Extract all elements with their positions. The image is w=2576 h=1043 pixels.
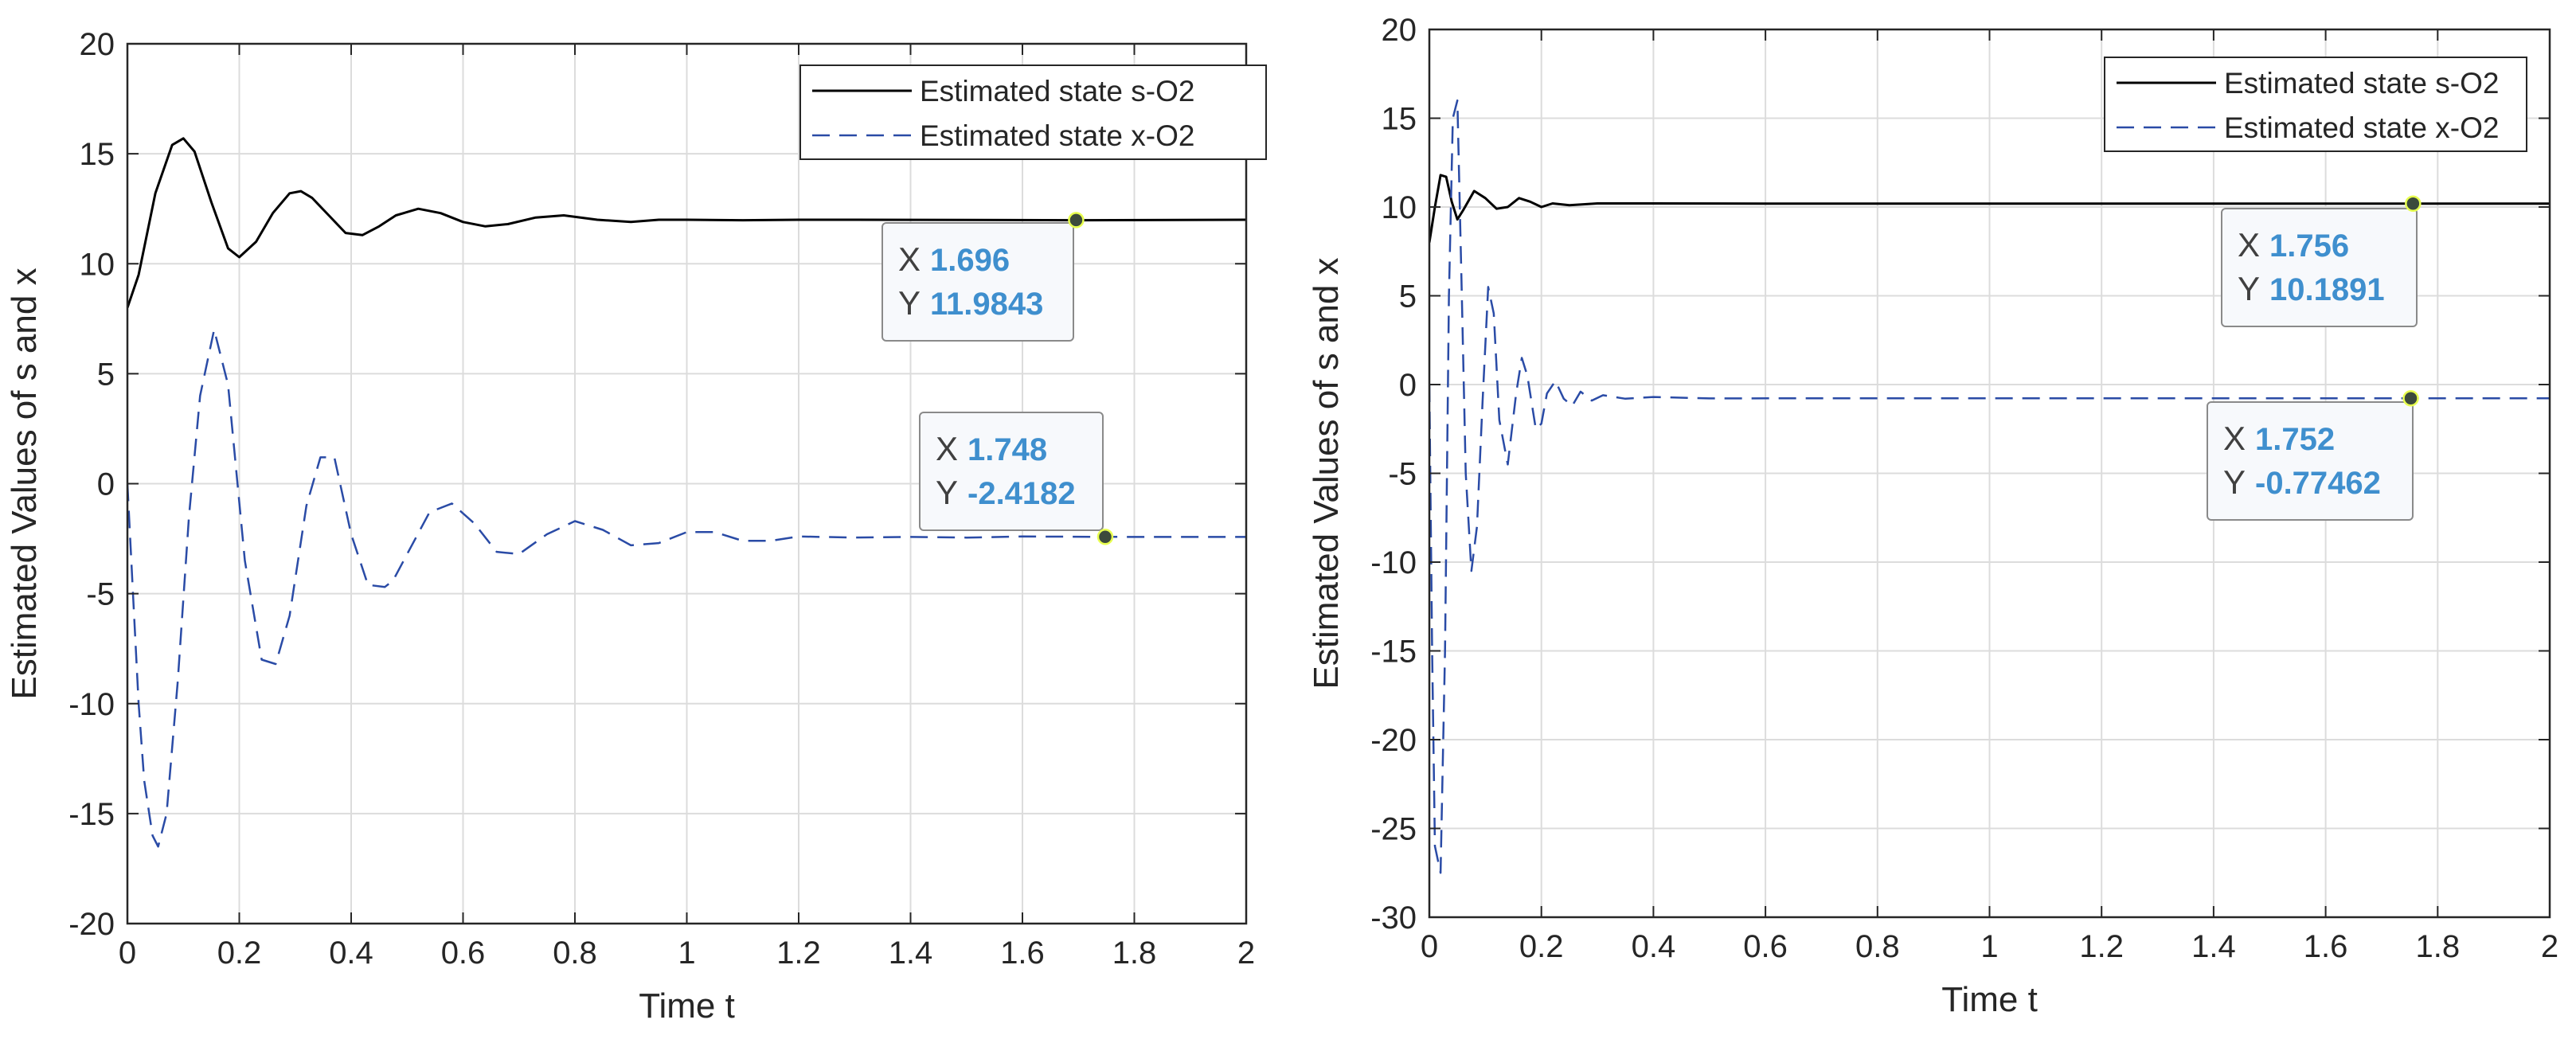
y-tick-label: 15	[80, 137, 115, 172]
datatip[interactable]: X 1.748 Y -2.4182	[919, 412, 1114, 545]
y-tick-label: -5	[1388, 457, 1417, 492]
datatip-y-key: Y	[936, 474, 958, 511]
datatip-marker[interactable]	[1096, 529, 1114, 545]
y-axis-label: Estimated Values of s and x	[5, 268, 44, 699]
datatip-x-key: X	[936, 430, 958, 467]
legend-label: Estimated state x-O2	[2224, 111, 2499, 144]
legend-label: Estimated state s-O2	[2224, 67, 2499, 100]
y-tick-label: 0	[1399, 368, 1417, 403]
datatip[interactable]: X 1.752 Y -0.77462	[2207, 390, 2419, 521]
datatip-box	[919, 412, 1104, 531]
x-tick-label: 0	[119, 936, 136, 971]
datatip-marker[interactable]	[2402, 390, 2419, 407]
legend-label: Estimated state x-O2	[920, 119, 1194, 152]
y-tick-label: -15	[1370, 635, 1417, 670]
x-tick-label: 1.2	[2079, 929, 2124, 964]
y-tick-label: -20	[1370, 723, 1417, 758]
datatip-x-value: 1.696	[930, 243, 1010, 278]
x-tick-label: 1.2	[776, 936, 821, 971]
y-tick-label: 20	[1382, 13, 1417, 48]
x-tick-label: 1	[678, 936, 695, 971]
y-tick-label: -25	[1370, 812, 1417, 847]
datatip-y-value: 11.9843	[930, 287, 1043, 322]
y-axis-label: Estimated Values of s and x	[1307, 257, 1346, 689]
datatip-x-value: 1.752	[2255, 422, 2335, 457]
datatip-box	[2207, 401, 2414, 521]
y-tick-label: -5	[86, 577, 115, 612]
y-tick-label: -10	[68, 687, 115, 722]
datatip-marker[interactable]	[2405, 195, 2422, 213]
datatip[interactable]: X 1.756 Y 10.1891	[2221, 195, 2422, 327]
x-tick-label: 1.4	[2191, 929, 2236, 964]
x-tick-label: 2	[1237, 936, 1255, 971]
y-tick-label: -10	[1370, 545, 1417, 580]
series-line-x-o2	[127, 328, 1246, 848]
datatip-x-key: X	[2223, 420, 2246, 457]
datatip-y-value: -0.77462	[2255, 466, 2381, 501]
y-tick-label: 5	[1399, 279, 1417, 314]
datatip-marker[interactable]	[1068, 212, 1085, 229]
datatip-x-value: 1.756	[2269, 229, 2349, 264]
y-tick-label: 5	[97, 357, 115, 392]
series-line-s-o2	[127, 137, 1246, 308]
x-tick-label: 0.6	[441, 936, 486, 971]
x-tick-label: 1	[1980, 929, 1998, 964]
y-tick-label: 10	[1382, 190, 1417, 225]
y-tick-label: 10	[80, 247, 115, 282]
legend-box	[799, 64, 1267, 160]
x-tick-label: 0.8	[553, 936, 597, 971]
datatip-box	[2221, 208, 2418, 327]
x-tick-label: 1.6	[2304, 929, 2348, 964]
datatip-x-key: X	[898, 240, 921, 278]
legend: Estimated state s-O2 Estimated state x-O2	[2104, 57, 2527, 152]
datatip-y-value: 10.1891	[2269, 272, 2385, 307]
x-tick-label: 2	[2541, 929, 2558, 964]
chart-2: 0 0.2 0.4 0.6 0.8 1 1.2 1.4 1.6 1.8 2 -30 -25 -20 -15 -…	[1307, 13, 2558, 1019]
x-tick-label: 0.4	[1632, 929, 1676, 964]
datatip-y-key: Y	[2238, 270, 2260, 307]
series-line-s-o2	[1429, 174, 2550, 243]
x-tick-label: 1.8	[1112, 936, 1157, 971]
legend-box	[2104, 57, 2527, 152]
legend-label: Estimated state s-O2	[920, 75, 1194, 107]
y-tick-label: -15	[68, 797, 115, 832]
x-tick-label: 1.6	[1000, 936, 1045, 971]
datatip-y-key: Y	[898, 284, 921, 322]
x-tick-label: 0.6	[1743, 929, 1788, 964]
datatip-x-key: X	[2238, 226, 2260, 264]
x-tick-label: 0	[1421, 929, 1438, 964]
x-tick-label: 1.8	[2415, 929, 2460, 964]
x-tick-label: 1.4	[889, 936, 933, 971]
y-tick-label: 20	[80, 27, 115, 62]
series-line-x-o2	[1429, 99, 2550, 874]
y-tick-label: 15	[1382, 102, 1417, 137]
datatip-x-value: 1.748	[967, 432, 1047, 467]
x-tick-label: 0.8	[1855, 929, 1900, 964]
chart-1: 0 0.2 0.4 0.6 0.8 1 1.2 1.4 1.6 1.8 2 -20 -15 -10 -5 0 5…	[5, 27, 1267, 1025]
datatip[interactable]: X 1.696 Y 11.9843	[881, 212, 1085, 342]
x-tick-label: 0.2	[1519, 929, 1564, 964]
x-tick-label: 0.4	[329, 936, 373, 971]
y-tick-label: 0	[97, 467, 115, 502]
y-tick-label: -30	[1370, 900, 1417, 936]
datatip-y-value: -2.4182	[967, 476, 1076, 511]
x-tick-label: 0.2	[217, 936, 262, 971]
datatip-y-key: Y	[2223, 463, 2246, 501]
datatip-box	[881, 222, 1074, 342]
y-tick-label: -20	[68, 907, 115, 942]
legend: Estimated state s-O2 Estimated state x-O2	[799, 64, 1267, 160]
x-axis-label: Time t	[1941, 980, 2038, 1019]
x-axis-label: Time t	[639, 986, 735, 1025]
